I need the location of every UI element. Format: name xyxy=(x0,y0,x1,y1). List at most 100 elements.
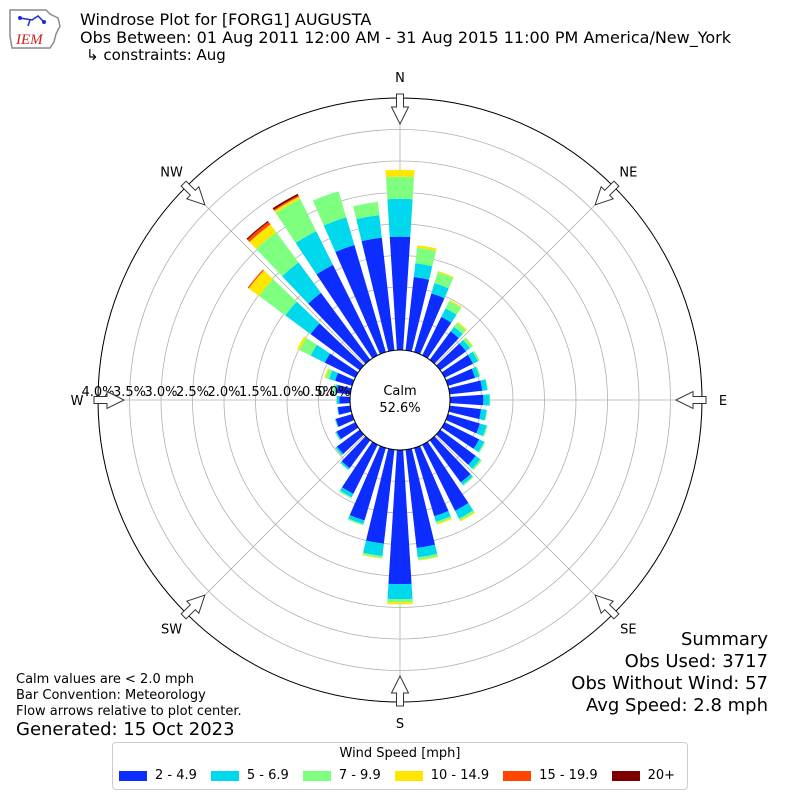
radial-tick-label: 2.5% xyxy=(176,385,209,400)
bar-segment-290-2 xyxy=(325,368,333,380)
bar-segment-180-3 xyxy=(387,602,413,605)
bar-segment-270-2 xyxy=(336,395,337,405)
bar-segment-130-2 xyxy=(472,459,482,471)
bar-segment-160-1 xyxy=(434,511,451,522)
bar-segment-290-1 xyxy=(329,370,339,381)
bar-segment-320-4 xyxy=(247,221,271,242)
bar-segment-150-3 xyxy=(459,511,476,522)
bar-segment-170-3 xyxy=(417,556,438,561)
bar-segment-100-0 xyxy=(448,405,481,420)
bar-segment-20-3 xyxy=(437,271,454,278)
bar-segment-300-3 xyxy=(297,336,307,351)
bar-segment-240-1 xyxy=(335,431,342,440)
bar-segment-130-0 xyxy=(436,429,476,465)
bar-segment-330-3 xyxy=(274,196,301,214)
legend-label: 20+ xyxy=(647,768,676,783)
bar-segment-340-0 xyxy=(335,245,386,355)
compass-label-sw: SW xyxy=(161,622,182,637)
radial-tick-label: 1.0% xyxy=(270,385,303,400)
logo-text: IEM xyxy=(15,32,44,48)
bar-segment-60-0 xyxy=(441,354,474,378)
bar-segment-230-0 xyxy=(336,429,364,455)
radial-tick-label: 0.0% xyxy=(317,385,350,400)
bar-segment-0-3 xyxy=(385,169,415,178)
legend-label: 5 - 6.9 xyxy=(246,768,289,783)
bar-segment-280-2 xyxy=(332,384,337,393)
legend-item: 15 - 19.9 xyxy=(503,768,598,783)
bar-segment-70-0 xyxy=(445,368,476,386)
bar-segment-320-2 xyxy=(256,231,299,277)
bar-segment-220-0 xyxy=(341,436,371,469)
bar-segment-90-0 xyxy=(449,394,484,406)
bar-segment-120-0 xyxy=(441,422,480,449)
bar-segment-40-2 xyxy=(453,322,467,335)
bar-segment-20-1 xyxy=(431,283,449,299)
bar-segment-330-0 xyxy=(316,264,378,359)
legend-swatch xyxy=(210,770,239,781)
bar-segment-350-2 xyxy=(353,201,380,220)
bar-segment-170-1 xyxy=(416,544,438,558)
summary-obs-without-wind: Obs Without Wind: 57 xyxy=(571,673,768,694)
bar-segment-300-0 xyxy=(324,353,359,378)
summary-title: Summary xyxy=(681,629,768,650)
calm-value: 52.6% xyxy=(379,401,420,416)
compass-label-ne: NE xyxy=(619,166,637,181)
bar-segment-320-0 xyxy=(308,292,371,364)
grid-spoke xyxy=(186,435,365,614)
grid-spoke xyxy=(186,186,365,365)
legend-item: 2 - 4.9 xyxy=(119,768,197,783)
compass-labels: N NE E SE S SW W NW xyxy=(71,71,728,732)
legend-label: 15 - 19.9 xyxy=(539,768,598,783)
bar-segment-60-1 xyxy=(467,351,479,364)
bar-segment-140-1 xyxy=(460,474,473,485)
bar-segment-50-3 xyxy=(465,337,474,347)
bar-segment-310-2 xyxy=(258,279,297,316)
bar-segment-320-1 xyxy=(282,262,321,304)
bar-segment-80-1 xyxy=(480,379,488,391)
bar-segment-300-1 xyxy=(310,344,331,363)
bar-segment-10-0 xyxy=(405,277,430,352)
bar-segment-220-1 xyxy=(340,461,350,470)
calm-circle xyxy=(349,349,451,451)
bar-segment-50-2 xyxy=(463,337,473,349)
legend-item: 20+ xyxy=(611,768,676,783)
bar-segment-330-5 xyxy=(272,193,299,210)
bar-segment-260-0 xyxy=(337,405,352,415)
compass-label-e: E xyxy=(719,394,727,409)
flow-arrow-icon xyxy=(674,390,707,410)
bar-segment-80-0 xyxy=(448,380,483,395)
chart-subtitle: Obs Between: 01 Aug 2011 12:00 AM - 31 A… xyxy=(80,28,732,47)
bar-segment-270-1 xyxy=(336,396,340,404)
flow-arrow-icon xyxy=(180,594,206,620)
compass-label-w: W xyxy=(71,394,84,409)
calm-note: Calm values are < 2.0 mph xyxy=(16,672,195,687)
bar-segment-230-2 xyxy=(334,447,342,456)
bar-segment-230-1 xyxy=(335,446,344,456)
bar-segment-140-0 xyxy=(429,436,471,483)
bar-segment-50-0 xyxy=(436,343,467,371)
legend-items: 2 - 4.9 5 - 6.9 7 - 9.9 10 - 14.9 15 - 19.9 2… xyxy=(119,768,689,783)
legend-swatch xyxy=(394,770,423,781)
bar-segment-50-1 xyxy=(459,339,471,352)
bar-segment-70-1 xyxy=(471,366,480,378)
legend-label: 10 - 14.9 xyxy=(430,768,490,783)
bar-convention-note: Bar Convention: Meteorology xyxy=(16,688,206,703)
radial-tick-label: 1.5% xyxy=(239,385,272,400)
bar-segment-10-3 xyxy=(417,245,437,251)
bar-segment-190-0 xyxy=(366,448,395,544)
bar-segment-180-0 xyxy=(388,449,412,585)
flow-arrow-icon xyxy=(594,594,620,620)
flow-arrow-icon xyxy=(390,93,410,126)
bar-segment-150-2 xyxy=(458,510,475,521)
compass-label-n: N xyxy=(395,71,405,86)
bar-segment-60-2 xyxy=(472,350,480,362)
radial-tick-label: 2.0% xyxy=(207,385,240,400)
flow-arrow-icon xyxy=(93,390,126,410)
bar-segment-310-3 xyxy=(248,270,274,296)
bar-segment-20-0 xyxy=(414,293,445,355)
bar-segment-30-2 xyxy=(445,301,462,315)
bar-segment-200-0 xyxy=(349,445,386,521)
bar-segment-300-2 xyxy=(299,337,317,356)
bar-segment-240-2 xyxy=(334,432,340,441)
